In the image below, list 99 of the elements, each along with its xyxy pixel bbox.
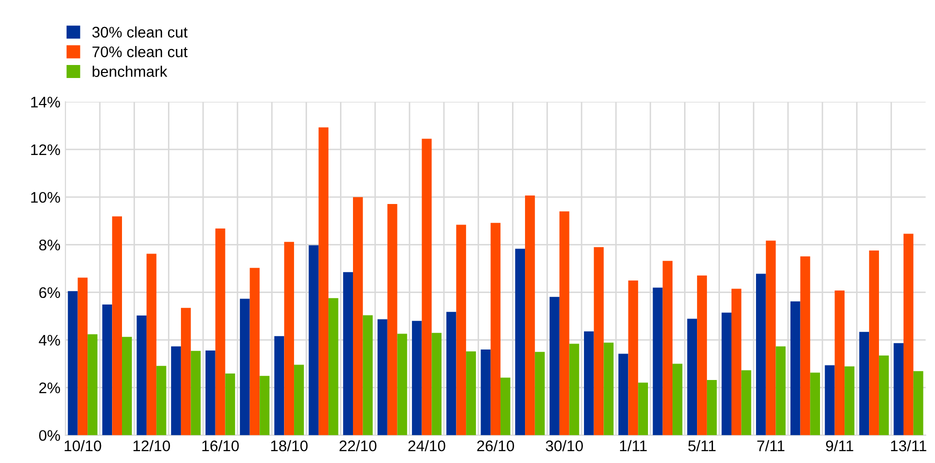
bar (618, 354, 628, 436)
x-tick-label: 12/10 (134, 440, 170, 452)
bar (894, 343, 904, 436)
bar (550, 296, 560, 436)
bar (102, 304, 112, 436)
y-tick-label: 2% (39, 382, 60, 394)
bar (328, 298, 338, 436)
bar (378, 319, 388, 436)
bar (146, 254, 156, 436)
bar (515, 248, 526, 436)
bar (412, 320, 422, 436)
x-tick-label: 9/11 (826, 440, 854, 452)
bar (741, 370, 752, 436)
bar (500, 378, 510, 436)
bar (569, 344, 580, 436)
bar (810, 372, 820, 436)
bar (88, 334, 98, 436)
bar (308, 245, 319, 436)
bar (466, 351, 476, 436)
bar (260, 376, 270, 436)
bar (878, 355, 889, 436)
bar (687, 318, 698, 436)
bar (490, 222, 500, 436)
x-tick-label: 30/10 (546, 440, 583, 452)
bar (190, 350, 201, 436)
bar (559, 211, 570, 436)
x-tick-label: 16/10 (202, 440, 239, 452)
bar (756, 274, 766, 436)
legend-label: 30% clean cut (92, 26, 188, 38)
bar (136, 315, 147, 436)
bar (697, 275, 707, 436)
bar (180, 308, 191, 436)
x-tick-label: 26/10 (477, 440, 514, 452)
bar (397, 334, 408, 436)
bar (790, 301, 800, 436)
bar (904, 234, 914, 436)
y-tick-label: 4% (38, 334, 60, 346)
bar (225, 374, 236, 436)
bar (800, 256, 810, 436)
bar (68, 291, 78, 436)
bar (731, 288, 742, 436)
bar (662, 260, 673, 436)
bar (706, 380, 717, 436)
y-tick-label: 14% (31, 96, 60, 108)
bar (422, 138, 432, 436)
bar (294, 364, 304, 436)
y-tick-label: 6% (39, 287, 60, 298)
x-tick-label: 5/11 (688, 440, 716, 452)
bar (859, 332, 870, 436)
bar (913, 371, 924, 436)
bar (594, 247, 604, 436)
bar (776, 346, 786, 436)
bar (171, 346, 181, 436)
bar (274, 336, 284, 436)
bar (352, 197, 363, 436)
bar (122, 336, 132, 436)
x-tick-label: 18/10 (271, 440, 308, 452)
legend-label: benchmark (92, 66, 168, 77)
bar (446, 312, 456, 436)
bar (824, 365, 835, 436)
bar (456, 224, 466, 436)
bar (672, 364, 682, 436)
bar (215, 228, 226, 436)
bar (652, 288, 663, 436)
bar (722, 312, 732, 436)
bar (638, 382, 648, 436)
bar (250, 268, 260, 436)
bar (480, 350, 491, 436)
legend-label: 70% clean cut (92, 46, 188, 58)
bar (525, 195, 535, 436)
bar (205, 350, 216, 436)
bar (628, 280, 638, 436)
bar (156, 366, 166, 436)
bar (534, 352, 545, 436)
bar (387, 204, 398, 436)
bar (869, 250, 879, 436)
y-tick-label: 0% (39, 430, 60, 441)
x-tick-label: 10/10 (64, 440, 102, 452)
bar (604, 342, 614, 436)
bar (834, 290, 845, 436)
bar (584, 331, 594, 436)
bar (432, 332, 442, 436)
bar (766, 240, 776, 436)
x-tick-label: 1/11 (620, 440, 647, 452)
bar (284, 242, 294, 436)
y-tick-label: 10% (31, 192, 60, 203)
y-tick-label: 8% (39, 240, 60, 250)
bar (318, 127, 328, 436)
x-tick-label: 7/11 (757, 440, 784, 452)
x-tick-label: 24/10 (408, 440, 446, 452)
x-tick-label: 22/10 (340, 440, 376, 452)
bar (78, 278, 88, 436)
x-tick-label: 13/11 (891, 440, 926, 452)
bar (362, 315, 373, 436)
bar (343, 272, 353, 436)
bar (112, 216, 122, 436)
y-tick-label: 12% (31, 144, 60, 156)
bar (240, 298, 250, 436)
bar (844, 366, 854, 436)
